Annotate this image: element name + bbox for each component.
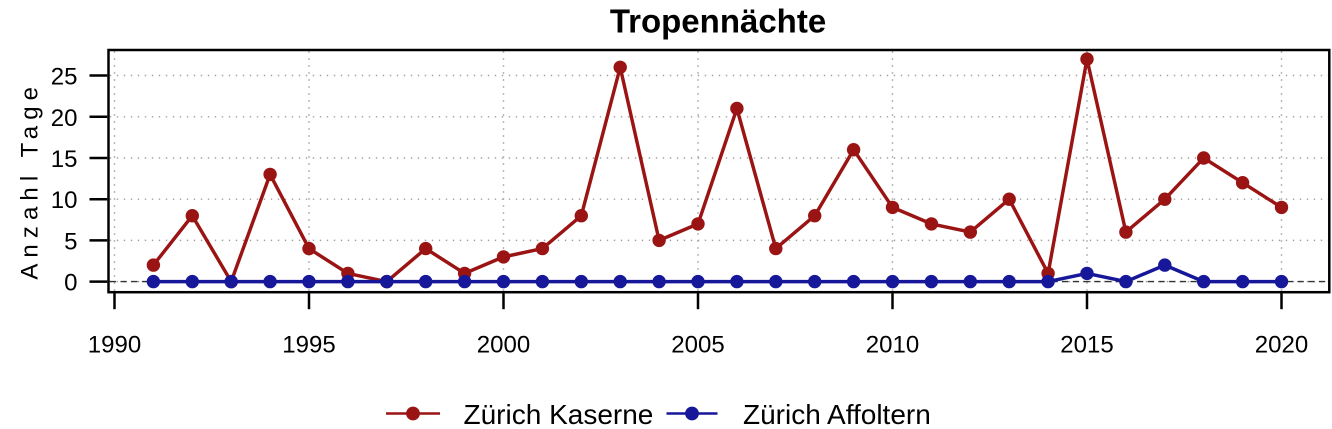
- svg-text:2000: 2000: [477, 332, 530, 359]
- svg-text:1990: 1990: [88, 332, 141, 359]
- svg-text:15: 15: [51, 146, 78, 173]
- svg-text:5: 5: [64, 228, 77, 255]
- svg-text:25: 25: [51, 64, 78, 91]
- svg-text:20: 20: [51, 105, 78, 132]
- svg-text:2010: 2010: [866, 332, 919, 359]
- svg-text:1995: 1995: [282, 332, 335, 359]
- svg-text:0: 0: [64, 270, 77, 297]
- svg-text:Zürich Kaserne: Zürich Kaserne: [464, 399, 654, 429]
- svg-text:2005: 2005: [671, 332, 724, 359]
- svg-text:Zürich Affoltern: Zürich Affoltern: [743, 399, 931, 429]
- svg-text:2015: 2015: [1060, 332, 1113, 359]
- svg-text:Tropennächte: Tropennächte: [610, 3, 826, 40]
- svg-text:10: 10: [51, 187, 78, 214]
- svg-text:Anzahl Tage: Anzahl Tage: [17, 81, 44, 280]
- svg-text:2020: 2020: [1255, 332, 1308, 359]
